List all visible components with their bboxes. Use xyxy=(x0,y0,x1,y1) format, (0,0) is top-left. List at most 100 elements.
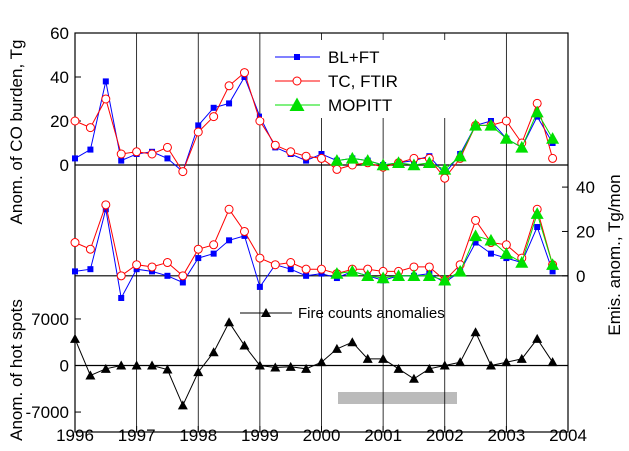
marker xyxy=(438,162,452,175)
marker xyxy=(392,156,406,168)
legend-marker xyxy=(292,76,302,86)
x-tick-label: 1997 xyxy=(118,426,156,445)
marker xyxy=(209,112,219,122)
marker xyxy=(116,149,126,159)
marker xyxy=(469,118,483,131)
marker xyxy=(362,353,373,363)
marker xyxy=(162,258,172,268)
marker xyxy=(534,224,541,231)
highlight-bar xyxy=(338,392,457,404)
marker xyxy=(209,240,219,250)
marker xyxy=(270,260,280,270)
marker xyxy=(332,164,342,174)
marker xyxy=(70,238,80,248)
marker xyxy=(331,343,342,353)
marker xyxy=(345,151,359,164)
y-axis-label: Anom. of CO burden, Tg xyxy=(7,40,26,225)
marker xyxy=(256,283,263,290)
marker xyxy=(239,68,249,78)
marker xyxy=(177,400,188,410)
x-tick-label: 2004 xyxy=(549,426,587,445)
marker xyxy=(116,360,127,370)
marker xyxy=(270,362,281,372)
legend-marker xyxy=(289,97,305,111)
marker xyxy=(438,273,452,286)
legend-label: TC, FTIR xyxy=(328,72,398,91)
marker xyxy=(471,215,481,225)
y2-tick-label: 0 xyxy=(576,267,585,286)
y-tick-label: 0 xyxy=(60,156,69,175)
marker xyxy=(470,327,481,337)
marker xyxy=(303,272,310,279)
marker xyxy=(547,357,558,367)
y2-tick-label: 40 xyxy=(576,178,595,197)
marker xyxy=(224,317,235,327)
marker xyxy=(208,347,219,357)
y-tick-label: 60 xyxy=(50,24,69,43)
marker xyxy=(472,239,479,246)
marker xyxy=(501,116,511,126)
marker xyxy=(147,262,157,272)
x-tick-label: 1998 xyxy=(179,426,217,445)
marker xyxy=(70,333,80,343)
marker xyxy=(100,363,111,373)
marker xyxy=(484,118,498,131)
marker xyxy=(147,149,157,159)
marker xyxy=(116,271,126,281)
marker xyxy=(424,363,435,373)
marker xyxy=(392,269,406,282)
x-tick-label: 2000 xyxy=(303,426,341,445)
marker xyxy=(131,360,142,370)
marker xyxy=(408,373,419,383)
marker xyxy=(376,271,390,284)
marker xyxy=(376,158,390,171)
marker xyxy=(487,250,494,257)
marker xyxy=(179,279,186,286)
y-tick-label: 7000 xyxy=(31,310,69,329)
marker xyxy=(178,271,188,281)
marker xyxy=(316,357,327,367)
x-tick-label: 1996 xyxy=(56,426,94,445)
x-tick-label: 2001 xyxy=(364,426,402,445)
marker xyxy=(85,244,95,254)
marker xyxy=(484,233,498,246)
marker xyxy=(118,157,125,164)
x-tick-label: 2003 xyxy=(487,426,525,445)
marker xyxy=(317,264,326,274)
marker xyxy=(226,237,233,244)
marker xyxy=(516,353,527,363)
y2-axis-label: Emis. anom., Tg/mon xyxy=(605,174,624,335)
marker xyxy=(453,264,467,277)
marker xyxy=(530,207,544,219)
marker xyxy=(330,154,344,166)
series-line xyxy=(74,209,554,300)
marker xyxy=(101,94,111,104)
series-line xyxy=(74,202,554,281)
marker xyxy=(255,253,265,263)
marker xyxy=(330,267,344,279)
marker xyxy=(164,155,171,162)
marker xyxy=(72,268,78,275)
marker xyxy=(195,122,202,129)
marker xyxy=(317,153,326,163)
marker xyxy=(499,247,513,259)
marker xyxy=(162,142,172,152)
marker xyxy=(548,153,558,163)
marker xyxy=(147,360,158,370)
legend-marker xyxy=(261,308,271,317)
marker xyxy=(532,333,543,343)
marker xyxy=(85,123,95,133)
marker xyxy=(285,361,296,371)
marker xyxy=(286,147,296,157)
marker xyxy=(455,357,466,367)
marker xyxy=(224,81,234,91)
marker xyxy=(378,353,389,363)
marker xyxy=(224,204,234,214)
legend-marker xyxy=(294,54,300,60)
marker xyxy=(515,140,529,153)
marker xyxy=(178,167,188,177)
marker xyxy=(239,226,249,236)
marker xyxy=(301,363,312,373)
marker xyxy=(549,268,556,275)
